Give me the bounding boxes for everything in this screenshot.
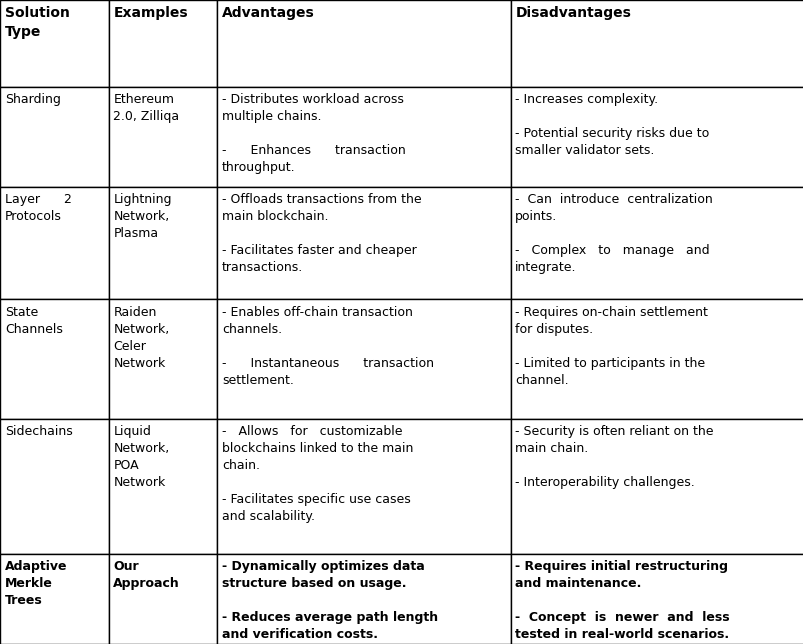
- Bar: [217, 419, 510, 554]
- Bar: [0, 187, 108, 299]
- Bar: [217, 299, 510, 419]
- Bar: [108, 87, 217, 187]
- Bar: [108, 0, 217, 87]
- Text: Raiden
Network,
Celer
Network: Raiden Network, Celer Network: [113, 306, 169, 370]
- Text: Liquid
Network,
POA
Network: Liquid Network, POA Network: [113, 425, 169, 489]
- Text: - Dynamically optimizes data
structure based on usage.

- Reduces average path l: - Dynamically optimizes data structure b…: [222, 560, 438, 641]
- Bar: [510, 419, 803, 554]
- Text: - Distributes workload across
multiple chains.

-      Enhances      transaction: - Distributes workload across multiple c…: [222, 93, 406, 175]
- Bar: [510, 87, 803, 187]
- Text: Solution
Type: Solution Type: [5, 6, 70, 39]
- Bar: [0, 0, 108, 87]
- Bar: [510, 554, 803, 644]
- Bar: [217, 0, 510, 87]
- Text: -   Allows   for   customizable
blockchains linked to the main
chain.

- Facilit: - Allows for customizable blockchains li…: [222, 425, 413, 523]
- Text: - Requires initial restructuring
and maintenance.

-  Concept  is  newer  and  l: - Requires initial restructuring and mai…: [515, 560, 729, 641]
- Text: -  Can  introduce  centralization
points.

-   Complex   to   manage   and
integ: - Can introduce centralization points. -…: [515, 193, 712, 274]
- Text: - Requires on-chain settlement
for disputes.

- Limited to participants in the
c: - Requires on-chain settlement for dispu…: [515, 306, 707, 387]
- Bar: [0, 554, 108, 644]
- Text: Examples: Examples: [113, 6, 188, 21]
- Bar: [510, 0, 803, 87]
- Text: - Security is often reliant on the
main chain.

- Interoperability challenges.: - Security is often reliant on the main …: [515, 425, 713, 489]
- Text: Lightning
Network,
Plasma: Lightning Network, Plasma: [113, 193, 172, 240]
- Text: State
Channels: State Channels: [5, 306, 63, 336]
- Bar: [217, 554, 510, 644]
- Text: - Offloads transactions from the
main blockchain.

- Facilitates faster and chea: - Offloads transactions from the main bl…: [222, 193, 421, 274]
- Text: Sidechains: Sidechains: [5, 425, 72, 438]
- Bar: [0, 299, 108, 419]
- Text: Ethereum
2.0, Zilliqa: Ethereum 2.0, Zilliqa: [113, 93, 179, 124]
- Text: - Enables off-chain transaction
channels.

-      Instantaneous      transaction: - Enables off-chain transaction channels…: [222, 306, 434, 387]
- Bar: [0, 419, 108, 554]
- Text: Disadvantages: Disadvantages: [515, 6, 630, 21]
- Bar: [217, 187, 510, 299]
- Text: Our
Approach: Our Approach: [113, 560, 180, 591]
- Bar: [0, 87, 108, 187]
- Bar: [510, 187, 803, 299]
- Bar: [108, 554, 217, 644]
- Bar: [108, 419, 217, 554]
- Bar: [217, 87, 510, 187]
- Text: Advantages: Advantages: [222, 6, 314, 21]
- Bar: [510, 299, 803, 419]
- Text: Layer      2
Protocols: Layer 2 Protocols: [5, 193, 71, 223]
- Bar: [108, 299, 217, 419]
- Text: Sharding: Sharding: [5, 93, 60, 106]
- Text: Adaptive
Merkle
Trees: Adaptive Merkle Trees: [5, 560, 67, 607]
- Text: - Increases complexity.

- Potential security risks due to
smaller validator set: - Increases complexity. - Potential secu…: [515, 93, 709, 157]
- Bar: [108, 187, 217, 299]
